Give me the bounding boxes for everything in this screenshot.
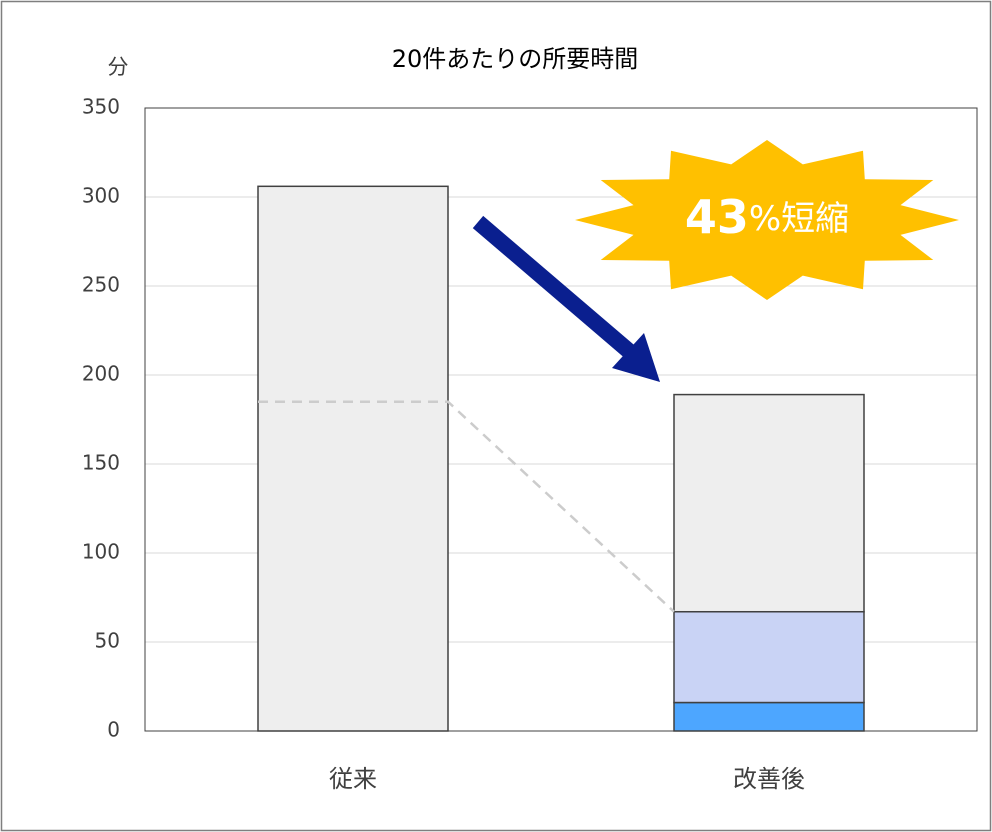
arrow-shaft: [472, 215, 636, 359]
arrow-head: [612, 333, 660, 382]
bar-segment: [673, 393, 865, 613]
starburst-shape: [575, 140, 959, 300]
bar-segment: [673, 701, 865, 732]
annotation-unit: %短縮: [749, 199, 849, 239]
arrow: [472, 215, 660, 382]
y-tick-label: 300: [82, 184, 120, 208]
y-tick-label: 250: [82, 273, 120, 297]
starburst: 43%短縮: [575, 140, 959, 300]
annotation: 43%短縮: [685, 190, 849, 244]
y-tick-label: 0: [107, 718, 120, 742]
bar-segment: [673, 610, 865, 704]
y-tick-label: 150: [82, 451, 120, 475]
plot-border: [144, 107, 978, 732]
bar-segment: [257, 185, 449, 732]
x-tick-label: 従来: [329, 765, 377, 793]
y-tick-label: 200: [82, 362, 120, 386]
reference-line: [258, 400, 675, 613]
y-tick-label: 50: [95, 629, 120, 653]
x-tick-label: 改善後: [733, 765, 805, 793]
chart-title: 20件あたりの所要時間: [392, 45, 639, 73]
y-tick-label: 100: [82, 540, 120, 564]
y-axis-label: 分: [108, 55, 129, 79]
annotation-number: 43: [685, 190, 749, 244]
y-tick-label: 350: [82, 95, 120, 119]
